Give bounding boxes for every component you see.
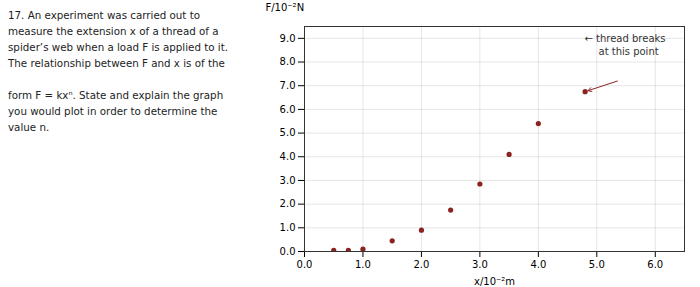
svg-text:4.0: 4.0 xyxy=(530,259,546,270)
svg-text:1.0: 1.0 xyxy=(355,259,371,270)
svg-text:9.0: 9.0 xyxy=(280,33,296,44)
svg-text:3.0: 3.0 xyxy=(472,259,488,270)
svg-text:6.0: 6.0 xyxy=(280,104,296,115)
svg-text:0.0: 0.0 xyxy=(297,259,313,270)
svg-text:1.0: 1.0 xyxy=(280,222,296,233)
html-text:17. An experiment was carried: 17. An experiment was carried out to mea… xyxy=(8,9,228,133)
svg-text:2.0: 2.0 xyxy=(413,259,429,270)
svg-text:3.0: 3.0 xyxy=(280,175,296,186)
svg-text:5.0: 5.0 xyxy=(280,127,296,138)
svg-text:← thread breaks: ← thread breaks xyxy=(585,33,666,44)
svg-text:2.0: 2.0 xyxy=(280,198,296,209)
svg-text:at this point: at this point xyxy=(599,46,659,57)
svg-text:8.0: 8.0 xyxy=(280,56,296,67)
svg-text:7.0: 7.0 xyxy=(280,80,296,91)
svg-text:x/10⁻²m: x/10⁻²m xyxy=(474,276,515,287)
svg-text:0.0: 0.0 xyxy=(280,246,296,257)
svg-text:5.0: 5.0 xyxy=(589,259,605,270)
svg-text:4.0: 4.0 xyxy=(280,151,296,162)
svg-text:6.0: 6.0 xyxy=(647,259,663,270)
svg-text:F/10⁻²N: F/10⁻²N xyxy=(266,2,305,13)
